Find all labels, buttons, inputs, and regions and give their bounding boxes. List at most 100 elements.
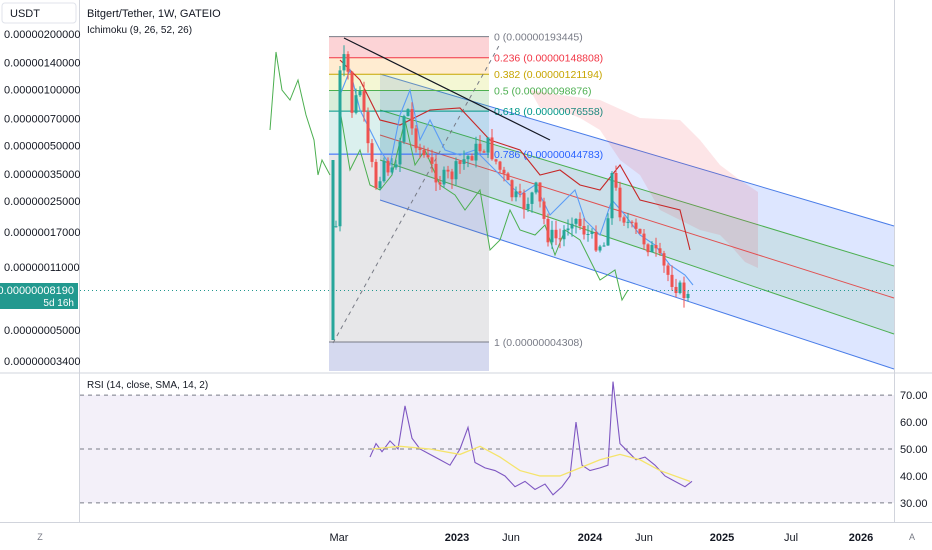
candle-body (610, 173, 614, 219)
rsi-ma-line (371, 445, 691, 482)
candle-body (350, 71, 354, 113)
fib-level-label: 0.5 (0.00000098876) (494, 86, 592, 98)
candle-body (542, 201, 546, 219)
fib-zone (329, 90, 489, 112)
currency-button[interactable] (1, 2, 77, 24)
candle-body (518, 191, 522, 193)
candle-body (570, 223, 574, 229)
candle-body (434, 163, 438, 183)
price-tag (0, 283, 78, 309)
candle-body (390, 167, 394, 173)
rsi-legend[interactable]: RSI (14, close, SMA, 14, 2) (87, 380, 208, 391)
tenkan-line (339, 68, 694, 286)
channel-lower-mid-line (379, 159, 895, 335)
candle-body (522, 192, 526, 210)
price-axis-tick: 0.00000005000 (4, 325, 80, 337)
fib-zone (329, 57, 489, 75)
candle-body (498, 161, 502, 170)
fib-level-label: 0 (0.00000193445) (494, 32, 583, 44)
candle-body (474, 143, 478, 161)
candle-body (478, 143, 482, 152)
candle-body (626, 221, 630, 223)
candle-body (578, 218, 582, 226)
rsi-axis-tick: 50.00 (900, 444, 928, 456)
candle-body (550, 229, 554, 243)
candle-body (658, 248, 662, 254)
candle-body (558, 238, 562, 240)
candle-body (510, 180, 514, 198)
candle-body (598, 246, 602, 251)
candle-body (486, 137, 490, 153)
fib-level-label: 0.786 (0.00000044783) (494, 149, 603, 161)
candle-body (366, 111, 370, 144)
candle-body (402, 116, 406, 142)
indicator-legend[interactable]: Ichimoku (9, 26, 52, 26) (87, 25, 192, 36)
price-tag-countdown: 5d 16h (43, 298, 74, 309)
candle-body (394, 164, 398, 168)
price-axis-tick: 0.00000011000 (4, 262, 80, 274)
rsi-pane[interactable] (80, 374, 894, 522)
candle-body (406, 109, 410, 117)
candle-body (582, 225, 586, 235)
price-axis-tick: 0.00000070000 (4, 113, 80, 125)
time-axis-tick: Jun (502, 532, 520, 544)
currency-button-label: USDT (10, 8, 40, 20)
candle-body (458, 161, 462, 164)
time-axis-tick: Jul (784, 532, 798, 544)
candle-body (446, 169, 450, 172)
candle-body (606, 218, 610, 246)
channel-upper-line (379, 73, 895, 227)
auto-scale-button[interactable]: A (909, 532, 915, 542)
lagging-span-left (269, 51, 331, 176)
candle-body (546, 218, 550, 243)
price-axis-tick: 0.00000050000 (4, 140, 80, 152)
chart-title: Bitgert/Tether, 1W, GATEIO (87, 8, 221, 20)
rsi-axis-tick: 40.00 (900, 471, 928, 483)
candle-body (470, 156, 474, 161)
channel-lower-line (379, 199, 895, 370)
candle-body (662, 253, 666, 266)
candle-body (634, 222, 638, 229)
timezone-button[interactable]: Z (37, 532, 43, 542)
candle-body (342, 54, 346, 71)
candle-body (566, 228, 570, 231)
candle-body (354, 95, 358, 113)
rsi-line (369, 381, 693, 496)
candle-body (430, 157, 434, 164)
candle-body (442, 169, 446, 185)
candle-body (586, 233, 590, 235)
candle-body (678, 282, 682, 294)
fib-zone-extension (329, 342, 489, 372)
candle-body (642, 233, 646, 245)
candle-body (562, 230, 566, 240)
candle-body (654, 245, 658, 249)
candle-body (438, 182, 442, 185)
fib-trend-line (332, 43, 501, 344)
candle-body (378, 181, 382, 189)
candle-body (410, 109, 414, 129)
fib-zone (329, 154, 489, 343)
trend-line (343, 37, 551, 141)
candle-body (331, 160, 335, 340)
candle-body (534, 182, 538, 193)
price-axis-tick: 0.00000200000 (4, 29, 80, 41)
channel-band-outer (380, 74, 894, 369)
candle-body (638, 228, 642, 234)
candle-body (630, 221, 634, 223)
candle-body (670, 274, 674, 287)
candle-body (490, 137, 494, 160)
fib-level-label: 0.618 (0.00000076558) (494, 106, 603, 118)
fib-level-label: 0.382 (0.00000121194) (494, 69, 602, 81)
candle-body (374, 161, 378, 189)
time-axis-tick: 2025 (710, 532, 734, 544)
candle-body (646, 244, 650, 253)
candle-body (506, 173, 510, 181)
rsi-axis-tick: 60.00 (900, 417, 928, 429)
candle-body (618, 187, 622, 218)
time-axis-tick: 2023 (445, 532, 469, 544)
candle-body (362, 91, 366, 112)
fib-zone (329, 36, 489, 58)
ichimoku-cloud (530, 90, 758, 268)
fib-level-label: 1 (0.00000004308) (494, 337, 583, 349)
